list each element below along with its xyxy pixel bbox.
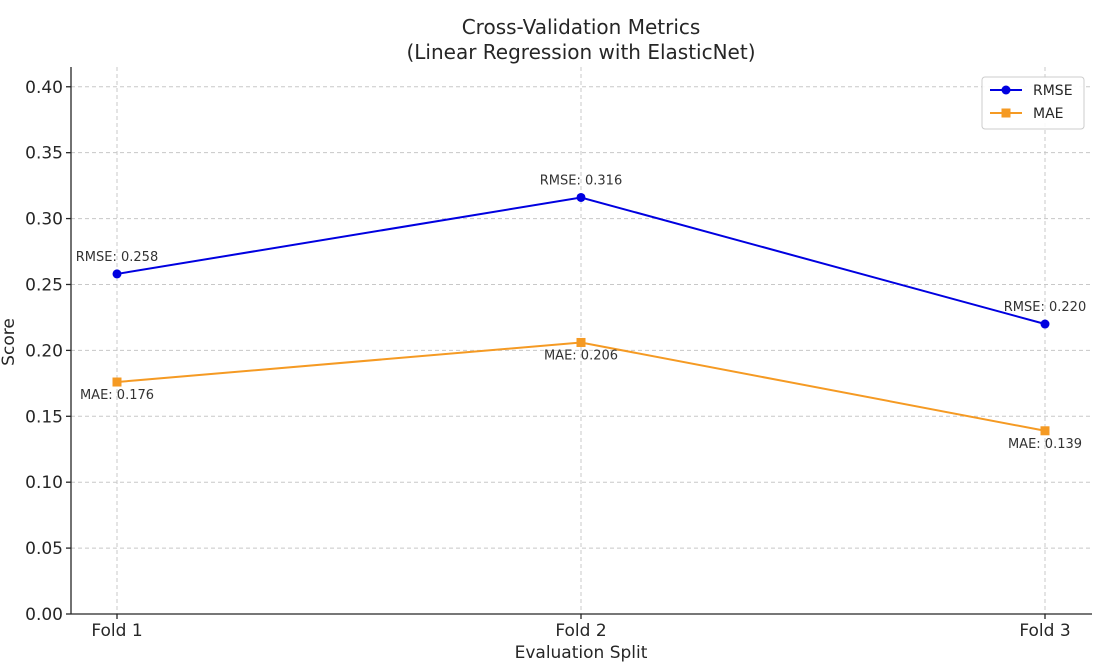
legend: RMSE MAE [981,76,1085,130]
y-tick-label: 0.00 [25,605,63,625]
y-tick-label: 0.35 [25,144,63,164]
y-tick-label: 0.30 [25,210,63,230]
y-ticks: 0.00 0.05 0.10 0.15 0.20 0.25 0.30 0.35 0.40 [25,78,71,625]
mae-point [1040,426,1050,436]
mae-point [576,337,586,347]
mae-data-label: MAE: 0.206 [544,348,618,363]
chart-title-line-2: (Linear Regression with ElasticNet) [406,40,755,64]
mae-data-label: MAE: 0.139 [1008,437,1082,452]
legend-rmse-label: RMSE [1033,83,1073,99]
x-tick-label: Fold 3 [1019,621,1070,641]
rmse-point [112,269,122,279]
data-labels: RMSE: 0.258 RMSE: 0.316 RMSE: 0.220 MAE: 0.… [76,173,1086,451]
x-ticks: Fold 1 Fold 2 Fold 3 [91,614,1071,641]
grid [71,67,1092,614]
rmse-data-label: RMSE: 0.258 [76,250,158,265]
x-tick-label: Fold 2 [555,621,606,641]
series [112,192,1050,436]
y-tick-label: 0.40 [25,78,63,98]
legend-mae-label: MAE [1033,106,1064,122]
y-tick-label: 0.05 [25,539,63,559]
x-axis-label: Evaluation Split [515,643,648,663]
chart-title-line-1: Cross-Validation Metrics [462,15,701,39]
legend-rmse-marker [1001,85,1011,95]
rmse-data-label: RMSE: 0.220 [1004,300,1086,315]
mae-point [112,377,122,387]
x-tick-label: Fold 1 [91,621,142,641]
y-tick-label: 0.15 [25,407,63,427]
y-axis-label: Score [0,318,19,366]
y-tick-label: 0.25 [25,275,63,295]
y-tick-label: 0.20 [25,341,63,361]
y-tick-label: 0.10 [25,473,63,493]
rmse-point [1040,319,1050,329]
rmse-point [576,192,586,202]
legend-mae-marker [1001,108,1011,118]
mae-data-label: MAE: 0.176 [80,388,154,403]
rmse-data-label: RMSE: 0.316 [540,173,622,188]
